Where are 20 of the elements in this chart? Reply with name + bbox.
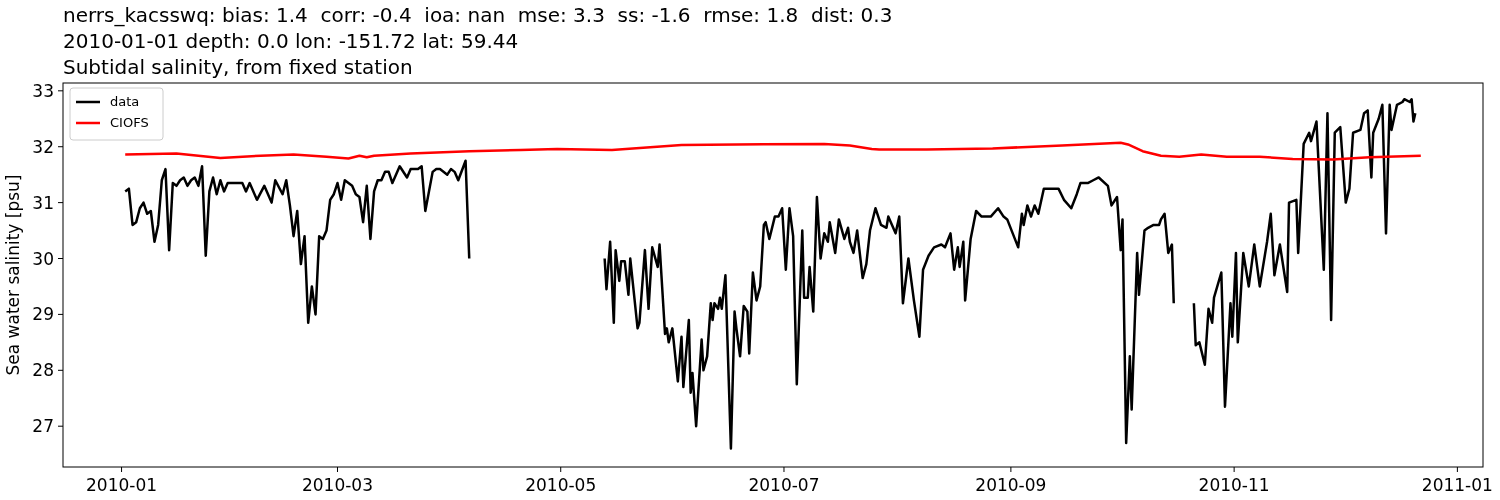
y-tick-label: 27	[32, 416, 54, 437]
y-tick-label: 32	[32, 136, 54, 157]
chart-title: nerrs_kacsswq: bias: 1.4 corr: -0.4 ioa: nan mse: 3.3 ss: -1.6 rmse: 1.8 dist: 0.3	[63, 3, 893, 27]
legend-label: CIOFS	[110, 115, 149, 130]
y-axis-title: Sea water salinity [psu]	[3, 174, 23, 376]
chart-subtitle: 2010-01-01 depth: 0.0 lon: -151.72 lat: 59.44 Subtidal salinity, from fixed station	[63, 29, 519, 79]
legend-label: data	[110, 94, 140, 109]
x-tick-label: 2010-01	[86, 475, 158, 495]
y-tick-label: 29	[32, 304, 54, 325]
x-tick-label: 2010-03	[301, 475, 373, 495]
x-tick-label: 2011-01	[1421, 475, 1493, 495]
y-tick-label: 33	[32, 80, 54, 101]
x-tick-label: 2010-05	[525, 475, 597, 495]
x-tick-label: 2010-09	[975, 475, 1047, 495]
line-series	[123, 141, 1423, 161]
x-tick-label: 2010-07	[748, 475, 820, 495]
y-tick-label: 30	[32, 248, 54, 269]
x-tick-label: 2010-11	[1198, 475, 1270, 495]
y-tick-label: 31	[32, 192, 54, 213]
y-tick-label: 28	[32, 360, 54, 381]
